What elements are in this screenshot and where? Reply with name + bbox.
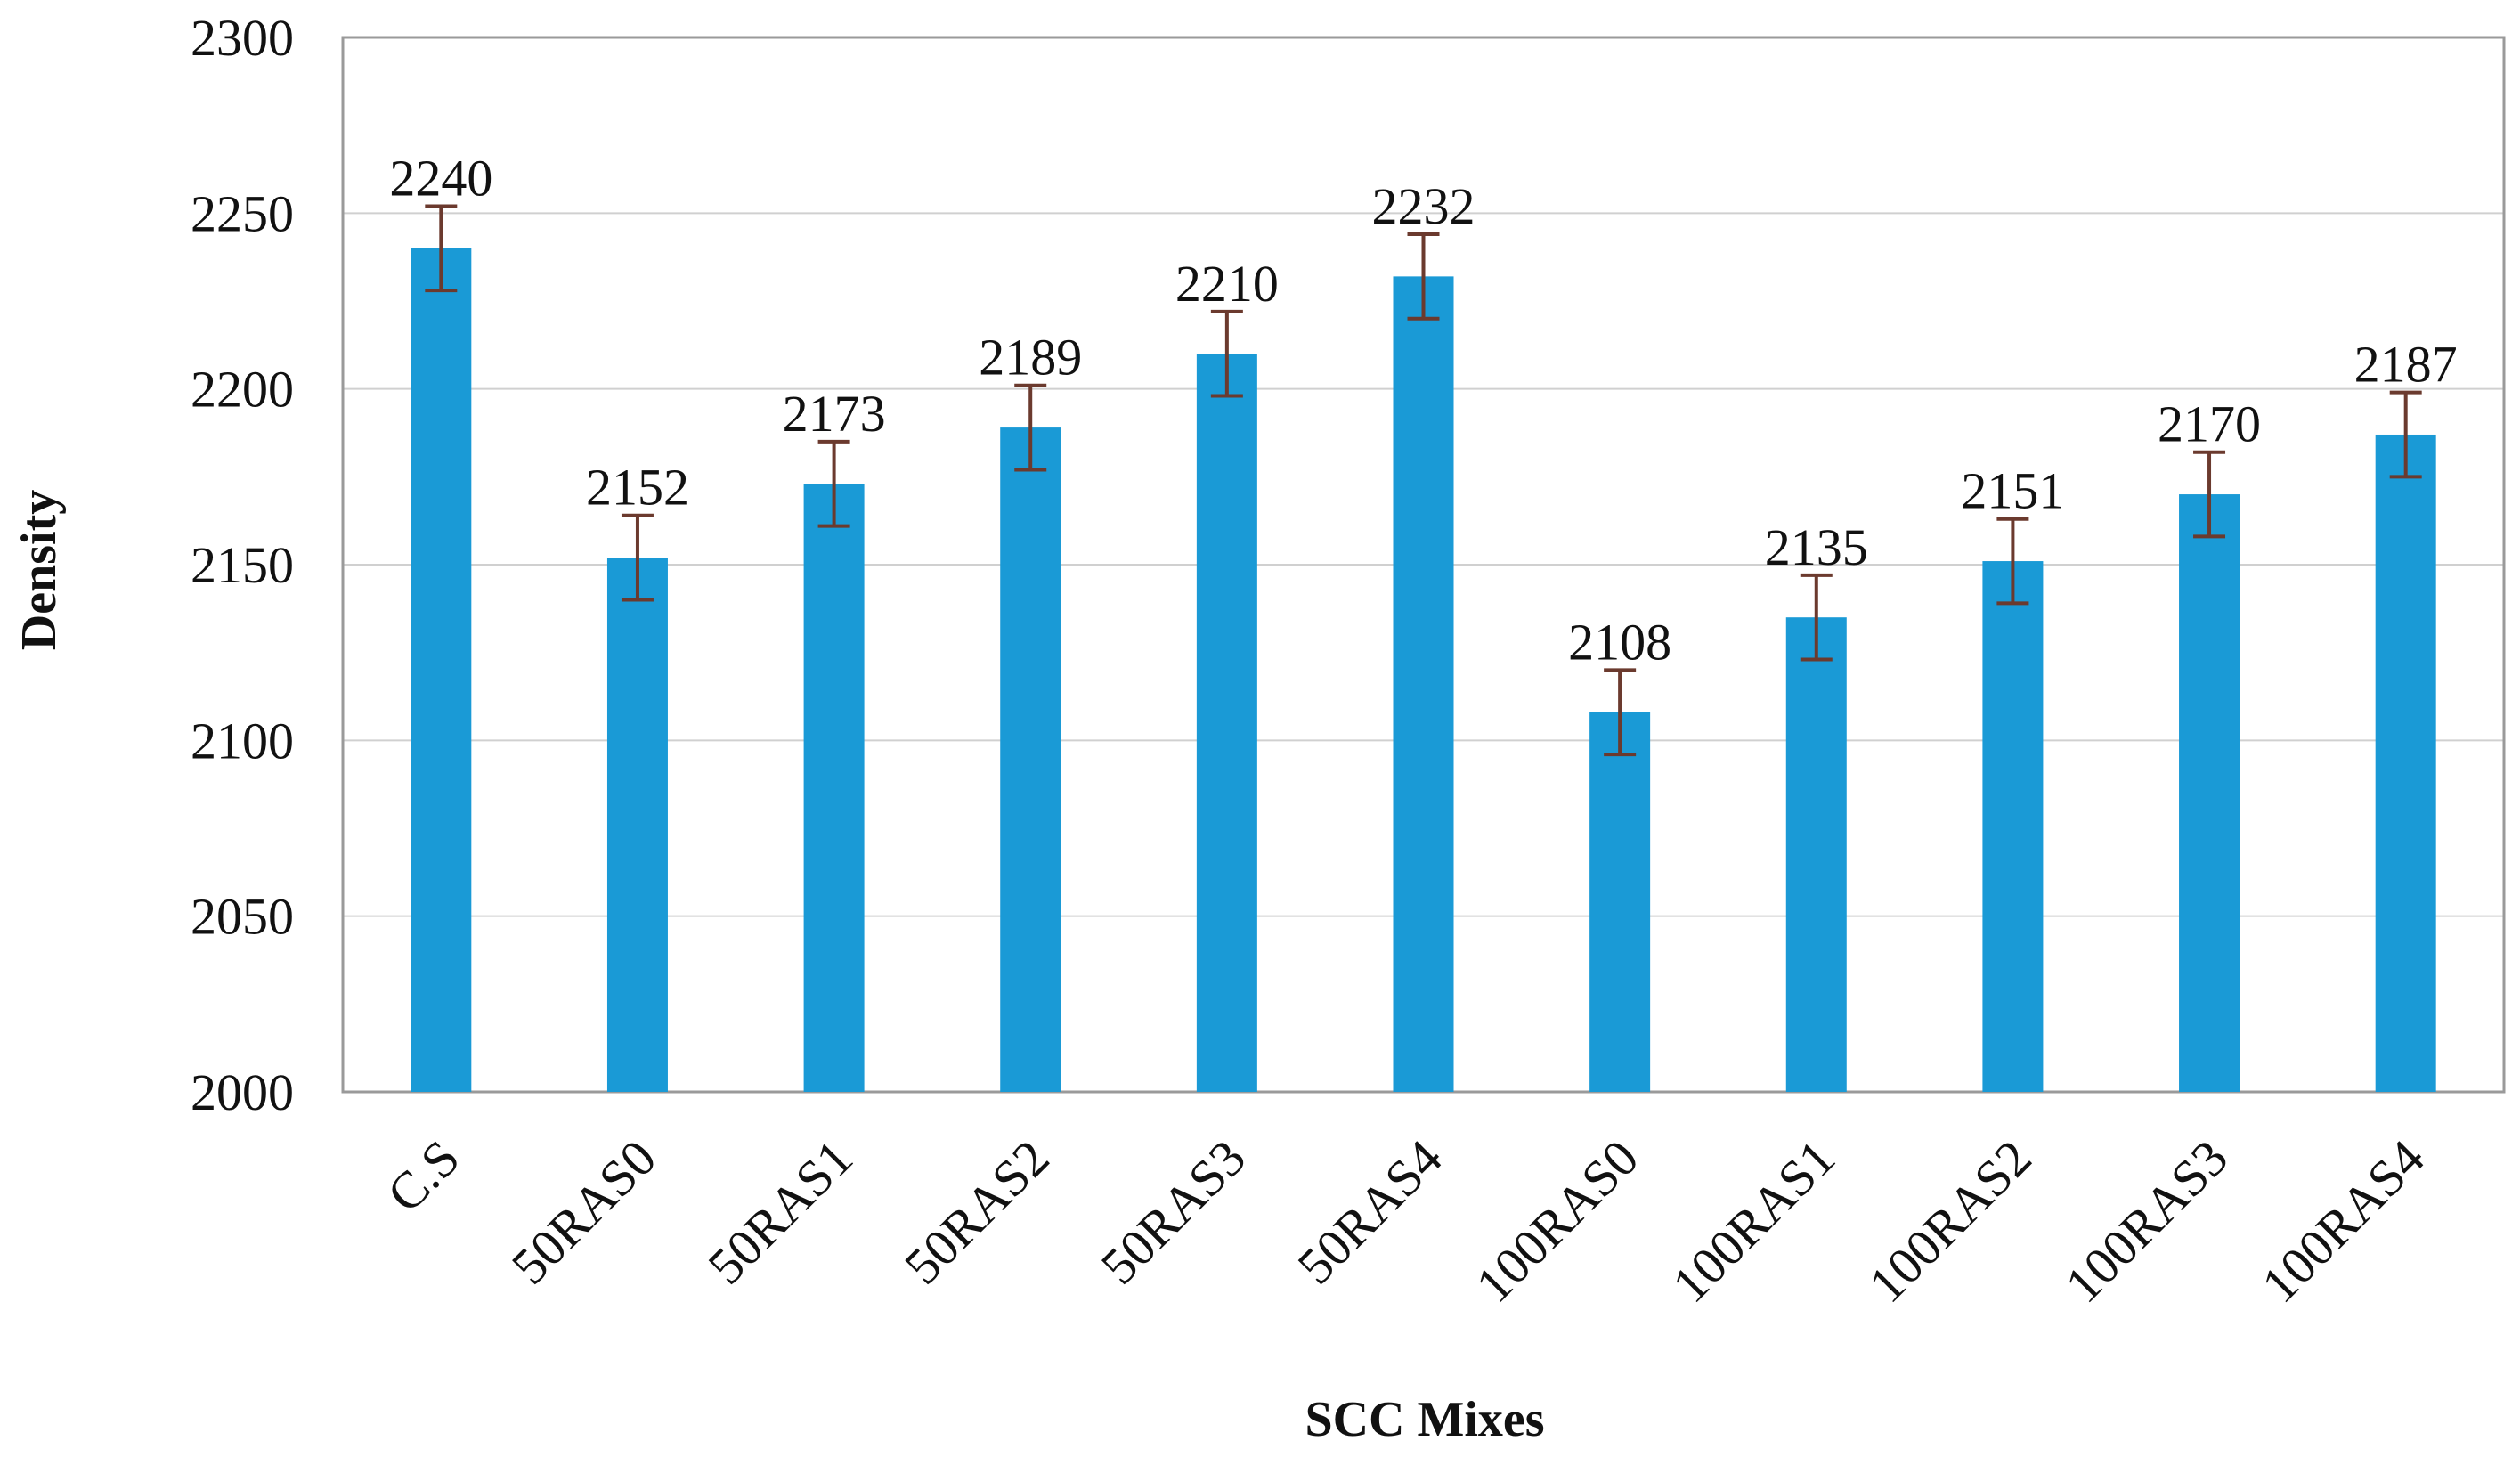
error-bar: [1014, 383, 1047, 472]
data-label: 2170: [2158, 395, 2261, 453]
y-tick-label: 2050: [191, 888, 294, 946]
data-label: 2189: [979, 329, 1082, 387]
data-label: 2173: [783, 385, 886, 443]
error-bar: [817, 439, 850, 528]
bar: [411, 248, 472, 1092]
x-tick-label: C.S: [376, 1128, 470, 1223]
error-bar: [425, 204, 458, 293]
bar: [1393, 276, 1454, 1093]
x-axis-ticks: C.S 50RAS0 50RAS1 50RAS2 50RAS3 50RAS4 100RAS0…: [376, 1128, 2435, 1314]
bar: [1196, 354, 1257, 1092]
bar: [803, 484, 865, 1092]
bars: [411, 248, 2436, 1093]
error-bars: [425, 204, 2422, 757]
data-label: 2232: [1372, 177, 1475, 235]
bar: [1000, 427, 1061, 1093]
error-bar: [2389, 390, 2422, 479]
y-axis-title: Density: [12, 490, 67, 650]
x-tick-label: 50RAS1: [697, 1128, 864, 1295]
bar: [606, 558, 668, 1092]
data-label: 2151: [1961, 462, 2064, 520]
x-tick-label: 100RAS2: [1857, 1128, 2043, 1314]
data-labels: 2240 2152 2173 2189 2210 2232 2108 2135 2151 2170…: [389, 149, 2457, 671]
data-label: 2187: [2354, 336, 2458, 394]
data-label: 2152: [586, 459, 689, 517]
error-bar: [1604, 668, 1637, 757]
bar: [2375, 434, 2436, 1092]
error-bar: [1996, 517, 2029, 606]
y-tick-label: 2200: [191, 361, 294, 419]
y-tick-label: 2250: [191, 184, 294, 242]
data-label: 2135: [1765, 518, 1868, 576]
x-tick-label: 100RAS0: [1465, 1128, 1650, 1314]
data-label: 2108: [1568, 613, 1671, 671]
x-tick-label: 50RAS4: [1286, 1128, 1452, 1295]
x-tick-label: 50RAS0: [500, 1128, 667, 1295]
bar: [1785, 617, 1847, 1092]
bar: [1589, 712, 1651, 1092]
y-tick-label: 2000: [191, 1063, 294, 1121]
data-label: 2210: [1175, 255, 1279, 313]
error-bar: [2193, 450, 2226, 539]
y-tick-label: 2100: [191, 712, 294, 769]
data-label: 2240: [389, 149, 492, 207]
bar: [2179, 494, 2240, 1092]
x-tick-label: 100RAS3: [2053, 1128, 2239, 1314]
x-tick-label: 50RAS3: [1090, 1128, 1256, 1295]
x-tick-label: 50RAS2: [893, 1128, 1060, 1295]
y-axis-ticks: 2000 2050 2100 2150 2200 2250 2300: [191, 9, 294, 1121]
error-bar: [621, 513, 654, 602]
x-axis-title: SCC Mixes: [1305, 1392, 1544, 1447]
bar: [1982, 561, 2044, 1092]
x-tick-label: 100RAS1: [1661, 1128, 1846, 1314]
x-tick-label: 100RAS4: [2250, 1128, 2435, 1314]
error-bar: [1407, 232, 1440, 321]
error-bar: [1210, 309, 1243, 398]
error-bar: [1800, 573, 1833, 662]
y-tick-label: 2150: [191, 536, 294, 594]
y-tick-label: 2300: [191, 9, 294, 67]
